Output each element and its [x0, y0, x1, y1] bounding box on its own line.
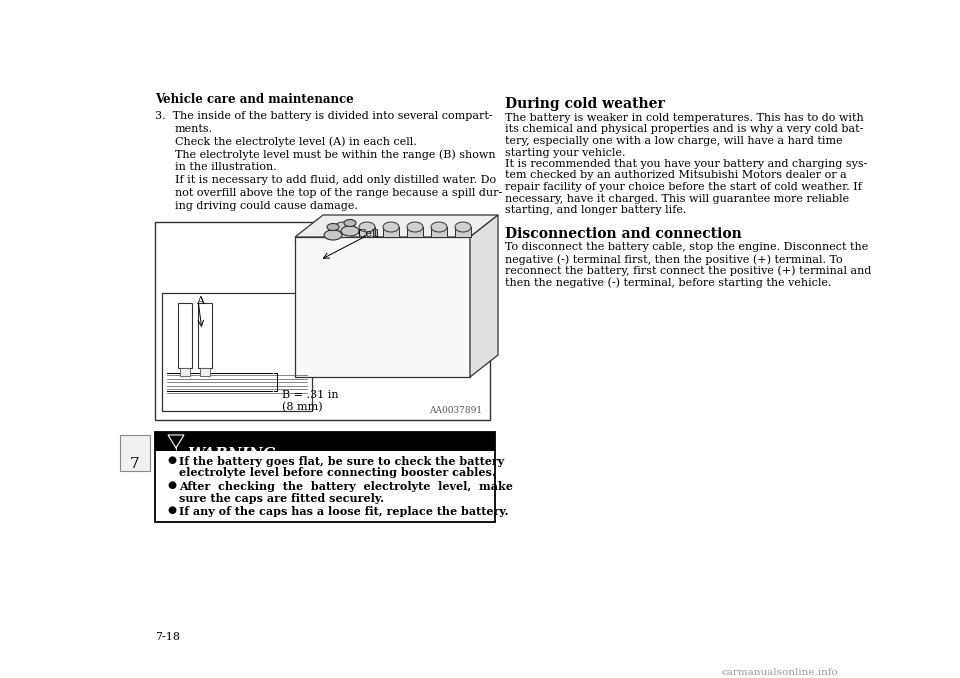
Ellipse shape: [407, 222, 423, 232]
Bar: [155, 432, 495, 451]
Text: sure the caps are fitted securely.: sure the caps are fitted securely.: [179, 492, 384, 504]
Text: electrolyte level before connecting booster cables.: electrolyte level before connecting boos…: [179, 468, 495, 479]
Bar: [120, 435, 150, 471]
Text: reconnect the battery, first connect the positive (+) terminal and: reconnect the battery, first connect the…: [505, 266, 872, 276]
Text: tem checked by an authorized Mitsubishi Motors dealer or a: tem checked by an authorized Mitsubishi …: [505, 170, 847, 180]
Bar: [155, 222, 490, 420]
Text: then the negative (-) terminal, before starting the vehicle.: then the negative (-) terminal, before s…: [505, 277, 831, 287]
Text: repair facility of your choice before the start of cold weather. If: repair facility of your choice before th…: [505, 182, 862, 192]
Bar: [155, 432, 495, 451]
Text: A: A: [196, 296, 204, 306]
Text: If any of the caps has a loose fit, replace the battery.: If any of the caps has a loose fit, repl…: [179, 506, 509, 517]
Text: its chemical and physical properties and is why a very cold bat-: its chemical and physical properties and…: [505, 125, 863, 134]
Bar: [359, 227, 375, 237]
Bar: [155, 432, 495, 522]
Bar: [180, 368, 190, 376]
Text: If it is necessary to add fluid, add only distilled water. Do: If it is necessary to add fluid, add onl…: [175, 175, 496, 185]
Bar: [431, 227, 447, 237]
Bar: [455, 227, 471, 237]
Bar: [200, 368, 210, 376]
Text: ing driving could cause damage.: ing driving could cause damage.: [175, 201, 358, 211]
Text: The battery is weaker in cold temperatures. This has to do with: The battery is weaker in cold temperatur…: [505, 113, 864, 123]
Text: Check the electrolyte level (A) in each cell.: Check the electrolyte level (A) in each …: [175, 136, 417, 147]
Text: starting, and longer battery life.: starting, and longer battery life.: [505, 205, 686, 215]
Text: WARNING: WARNING: [187, 447, 276, 461]
Polygon shape: [470, 215, 498, 377]
Text: tery, especially one with a low charge, will have a hard time: tery, especially one with a low charge, …: [505, 136, 843, 146]
Text: carmanualsonline.info: carmanualsonline.info: [722, 668, 838, 677]
Bar: [178, 303, 192, 368]
Bar: [295, 237, 470, 377]
Text: B = .31 in
(8 mm): B = .31 in (8 mm): [282, 390, 339, 412]
Polygon shape: [168, 435, 184, 448]
Bar: [407, 227, 423, 237]
Text: To disconnect the battery cable, stop the engine. Disconnect the: To disconnect the battery cable, stop th…: [505, 243, 868, 252]
Text: 7: 7: [131, 457, 140, 471]
Text: !: !: [174, 446, 179, 455]
Ellipse shape: [455, 222, 471, 232]
Ellipse shape: [431, 222, 447, 232]
Bar: [335, 227, 351, 237]
Text: 7-18: 7-18: [155, 632, 180, 642]
Bar: [162, 293, 312, 411]
Text: During cold weather: During cold weather: [505, 97, 664, 111]
Text: negative (-) terminal first, then the positive (+) terminal. To: negative (-) terminal first, then the po…: [505, 254, 843, 264]
Text: ments.: ments.: [175, 124, 213, 134]
Polygon shape: [295, 215, 498, 237]
Text: After  checking  the  battery  electrolyte  level,  make: After checking the battery electrolyte l…: [179, 481, 513, 492]
Text: in the illustration.: in the illustration.: [175, 162, 276, 172]
Text: 3.  The inside of the battery is divided into several compart-: 3. The inside of the battery is divided …: [155, 111, 492, 121]
Text: Cell: Cell: [357, 229, 379, 239]
Ellipse shape: [383, 222, 399, 232]
Text: necessary, have it charged. This will guarantee more reliable: necessary, have it charged. This will gu…: [505, 193, 850, 203]
Text: starting your vehicle.: starting your vehicle.: [505, 148, 626, 157]
Ellipse shape: [327, 224, 339, 231]
Text: ●: ●: [167, 456, 176, 465]
Bar: [198, 303, 212, 368]
Text: If the battery goes flat, be sure to check the battery: If the battery goes flat, be sure to che…: [179, 456, 504, 467]
Text: The electrolyte level must be within the range (B) shown: The electrolyte level must be within the…: [175, 149, 495, 160]
Ellipse shape: [324, 230, 342, 240]
Ellipse shape: [344, 220, 356, 226]
Ellipse shape: [341, 226, 359, 236]
Text: Disconnection and connection: Disconnection and connection: [505, 226, 742, 241]
Text: not overfill above the top of the range because a spill dur-: not overfill above the top of the range …: [175, 188, 502, 198]
Ellipse shape: [359, 222, 375, 232]
Text: AA0037891: AA0037891: [429, 406, 482, 415]
Text: It is recommended that you have your battery and charging sys-: It is recommended that you have your bat…: [505, 159, 868, 169]
Bar: [383, 227, 399, 237]
Text: Vehicle care and maintenance: Vehicle care and maintenance: [155, 93, 353, 106]
Text: ●: ●: [167, 481, 176, 490]
Ellipse shape: [335, 222, 351, 232]
Text: ●: ●: [167, 506, 176, 515]
